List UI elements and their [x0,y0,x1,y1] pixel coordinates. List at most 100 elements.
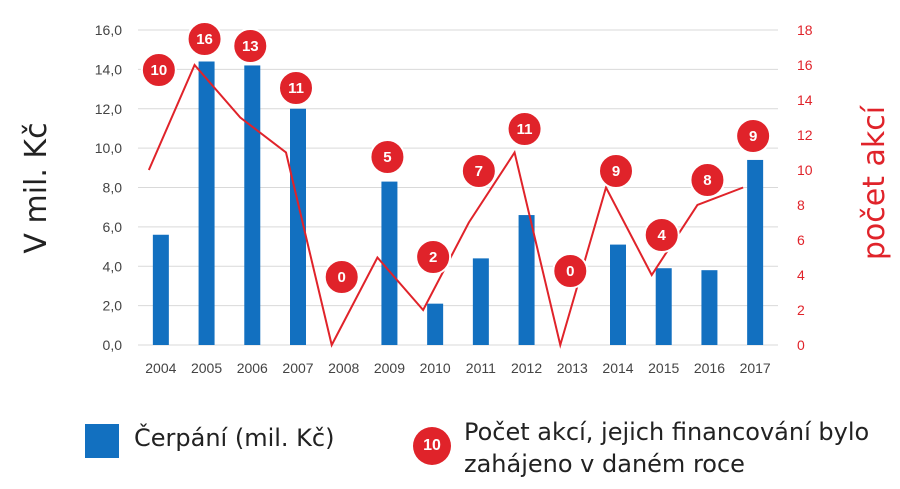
bar [747,159,764,345]
line-data-label: 4 [643,217,680,253]
badge-value: 13 [242,38,259,55]
badge-value: 9 [612,163,620,180]
y-tick-label: 10,0 [95,140,122,156]
y-axis-right-ticks: 0 2 4 6 8 10 12 14 16 18 [797,22,813,353]
line-data-label: 0 [552,253,589,289]
x-tick-label: 2008 [328,360,359,376]
bar [518,215,535,345]
line-data-label: 2 [415,239,452,275]
badge-circle [552,253,589,289]
y2-tick-label: 12 [797,127,813,143]
badge-value: 0 [338,269,346,286]
badge-circle [232,28,269,64]
legend-line-badge: 10 [413,427,451,465]
y2-tick-label: 0 [797,337,805,353]
legend-bar-label: Čerpání (mil. Kč) [134,424,335,452]
line-data-label: 11 [506,111,543,147]
badge-value: 9 [749,128,757,145]
bar [472,258,489,345]
combo-chart: 10 16 13 11 0 5 2 7 11 0 9 4 8 9 2004 2005 2006 2007 2008… [19,21,892,376]
x-tick-label: 2016 [694,360,725,376]
bar [610,244,626,345]
line-data-label: 0 [323,259,360,295]
badge-circle [186,21,223,57]
x-tick-label: 2005 [191,360,222,376]
line-data-label: 13 [232,28,269,64]
bar [290,108,306,345]
y2-tick-label: 6 [797,232,805,248]
gridlines [138,29,778,346]
y-axis-left-ticks: 0,0 2,0 4,0 6,0 8,0 10,0 12,0 14,0 16,0 [95,22,122,353]
line-markers: 10 16 13 11 0 5 2 7 11 0 9 4 8 9 [140,21,772,295]
y2-tick-label: 10 [797,162,813,178]
y2-tick-label: 4 [797,267,805,283]
x-tick-label: 2015 [648,360,679,376]
badge-circle [323,259,360,295]
line-data-label: 5 [369,139,406,175]
badge-value: 11 [517,121,533,138]
legend: Čerpání (mil. Kč) 10 Počet akcí, jejich … [0,410,900,489]
legend-bar-swatch [85,424,119,458]
line-data-label: 10 [140,52,177,88]
y-tick-label: 0,0 [103,337,123,353]
bar [152,234,169,345]
badge-circle [506,111,543,147]
bar [427,303,444,345]
badge-circle [140,52,177,88]
x-tick-label: 2006 [237,360,268,376]
y2-tick-label: 8 [797,197,805,213]
y-tick-label: 4,0 [103,258,123,274]
y-tick-label: 8,0 [103,180,123,196]
badge-circle [689,162,726,198]
x-tick-label: 2009 [374,360,405,376]
legend-line-label: Počet akcí, jejich financování bylo zahá… [464,418,870,478]
line-data-label: 9 [598,153,634,189]
badge-circle [598,153,634,189]
badge-circle [735,118,772,154]
badge-value: 16 [196,31,213,48]
x-tick-label: 2014 [602,360,633,376]
badge-value: 7 [475,163,483,180]
line-path [147,63,744,349]
x-axis-ticks: 2004 2005 2006 2007 2008 2009 2010 2011 2012 2013… [145,360,771,376]
badge-value: 0 [566,263,574,280]
bar-series [152,61,764,345]
line-data-label: 11 [278,70,314,106]
bar [655,268,672,345]
badge-circle [460,153,497,189]
y-axis-right-title: počet akcí [857,104,892,260]
y-tick-label: 6,0 [103,219,123,235]
badge-circle [278,70,314,106]
badge-value: 11 [288,80,304,97]
badge-value: 10 [151,62,168,79]
badge-value: 5 [383,149,391,166]
y2-tick-label: 14 [797,92,813,108]
y-tick-label: 12,0 [95,101,122,117]
badge-value: 2 [429,249,437,266]
y2-tick-label: 2 [797,302,805,318]
y-tick-label: 14,0 [95,61,122,77]
line-data-label: 9 [735,118,772,154]
y-tick-label: 2,0 [103,298,123,314]
x-tick-label: 2011 [466,360,496,376]
bar [198,61,215,345]
line-data-label: 8 [689,162,726,198]
line-series [147,63,744,349]
y2-tick-label: 16 [797,57,813,73]
bar [381,181,398,345]
line-data-label: 16 [186,21,223,57]
bar [701,270,718,345]
y-tick-label: 16,0 [95,22,122,38]
badge-circle [643,217,680,253]
x-tick-label: 2007 [282,360,313,376]
badge-circle [369,139,406,175]
x-tick-label: 2012 [511,360,542,376]
badge-value: 4 [658,227,667,244]
badge-circle [415,239,452,275]
x-tick-label: 2017 [740,360,771,376]
bar [244,65,261,345]
x-tick-label: 2004 [145,360,176,376]
y-axis-left-title: V mil. Kč [19,122,54,253]
badge-value: 8 [703,172,711,189]
y2-tick-label: 18 [797,22,813,38]
